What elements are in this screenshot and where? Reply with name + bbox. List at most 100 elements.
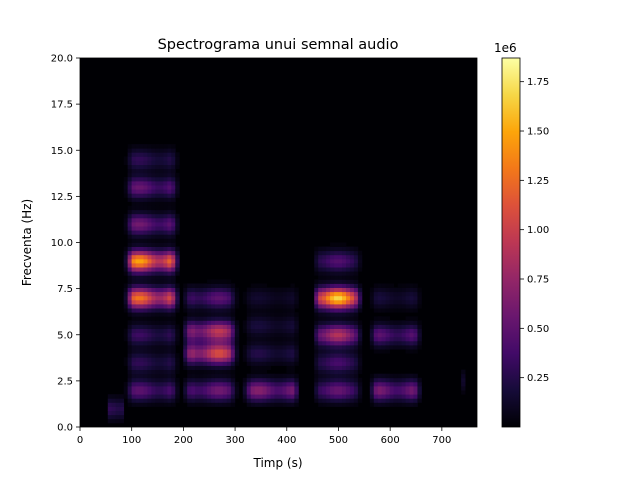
heatmap-cell	[290, 304, 295, 309]
heatmap-cell	[282, 381, 287, 387]
heatmap-cell	[278, 402, 283, 407]
heatmap-cell	[282, 402, 287, 407]
heatmap-cell	[199, 353, 204, 358]
heatmap-cell	[167, 144, 172, 149]
heatmap-cell	[373, 349, 379, 354]
heatmap-cell	[163, 148, 168, 153]
heatmap-cell	[290, 398, 295, 403]
heatmap-cell	[127, 312, 133, 317]
heatmap-cell	[199, 365, 204, 370]
heatmap-cell	[147, 336, 152, 342]
colorbar-tick-label: 0.75	[527, 275, 549, 286]
heatmap-cell	[191, 340, 196, 346]
heatmap-cell	[187, 304, 192, 309]
heatmap-cell	[171, 267, 176, 272]
heatmap-cell	[270, 324, 275, 329]
heatmap-cell	[338, 361, 343, 366]
heatmap-cell	[262, 308, 267, 313]
heatmap-cell	[326, 369, 331, 375]
heatmap-cell	[377, 308, 383, 313]
heatmap-cell	[151, 365, 156, 370]
heatmap-cell	[143, 234, 148, 239]
heatmap-cell	[345, 279, 351, 284]
heatmap-cell	[171, 176, 176, 182]
heatmap-cell	[171, 336, 176, 342]
heatmap-cell	[226, 361, 232, 366]
heatmap-cell	[171, 349, 176, 354]
heatmap-cell	[163, 213, 168, 219]
heatmap-cell	[214, 320, 220, 325]
heatmap-cell	[211, 283, 216, 288]
heatmap-cell	[218, 279, 224, 284]
heatmap-cell	[175, 353, 180, 358]
heatmap-cell	[159, 291, 164, 297]
heatmap-cell	[159, 324, 164, 329]
heatmap-cell	[369, 304, 375, 309]
heatmap-cell	[135, 279, 140, 284]
heatmap-cell	[278, 353, 283, 358]
heatmap-cell	[274, 394, 279, 399]
heatmap-cell	[163, 193, 168, 198]
heatmap-cell	[123, 291, 129, 297]
heatmap-cell	[286, 365, 291, 370]
heatmap-cell	[151, 164, 156, 170]
heatmap-cell	[345, 304, 351, 309]
heatmap-cell	[211, 299, 216, 305]
heatmap-cell	[342, 267, 347, 272]
heatmap-cell	[377, 287, 383, 293]
heatmap-cell	[175, 156, 180, 161]
heatmap-cell	[270, 336, 275, 342]
heatmap-cell	[294, 295, 299, 301]
heatmap-cell	[218, 299, 224, 305]
heatmap-cell	[397, 332, 402, 338]
heatmap-cell	[389, 373, 395, 379]
heatmap-cell	[155, 271, 160, 276]
heatmap-cell	[282, 287, 287, 293]
heatmap-cell	[183, 324, 188, 329]
heatmap-cell	[139, 144, 144, 149]
heatmap-cell	[318, 267, 323, 272]
heatmap-cell	[207, 283, 212, 288]
heatmap-cell	[342, 287, 347, 293]
heatmap-cell	[417, 287, 422, 293]
heatmap-cell	[218, 357, 224, 362]
heatmap-cell	[183, 361, 188, 366]
heatmap-cell	[143, 172, 148, 178]
heatmap-cell	[171, 394, 176, 399]
heatmap-cell	[143, 295, 148, 301]
heatmap-cell	[377, 373, 383, 379]
heatmap-cell	[127, 226, 133, 231]
heatmap-cell	[171, 295, 176, 301]
heatmap-cell	[258, 377, 264, 383]
heatmap-cell	[262, 299, 267, 305]
heatmap-cell	[131, 197, 136, 202]
heatmap-cell	[349, 340, 355, 346]
heatmap-cell	[294, 402, 299, 407]
heatmap-cell	[131, 332, 136, 338]
heatmap-cell	[195, 361, 200, 366]
heatmap-cell	[139, 176, 144, 182]
heatmap-cell	[342, 312, 347, 317]
heatmap-cell	[207, 349, 212, 354]
heatmap-cell	[131, 201, 136, 206]
heatmap-cell	[338, 328, 343, 334]
heatmap-cell	[183, 357, 188, 362]
heatmap-cell	[381, 295, 387, 301]
heatmap-cell	[191, 390, 196, 395]
heatmap-cell	[345, 283, 351, 288]
heatmap-cell	[322, 254, 327, 260]
heatmap-cell	[143, 222, 148, 227]
heatmap-cell	[334, 361, 339, 366]
heatmap-cell	[250, 320, 256, 325]
heatmap-cell	[155, 181, 160, 186]
heatmap-cell	[222, 332, 228, 338]
heatmap-cell	[147, 242, 152, 247]
heatmap-cell	[171, 398, 176, 403]
heatmap-cell	[155, 316, 160, 321]
heatmap-cell	[405, 283, 410, 288]
heatmap-cell	[218, 336, 224, 342]
heatmap-cell	[393, 332, 398, 338]
heatmap-cell	[417, 398, 422, 403]
heatmap-cell	[254, 377, 260, 383]
heatmap-cell	[330, 295, 335, 301]
